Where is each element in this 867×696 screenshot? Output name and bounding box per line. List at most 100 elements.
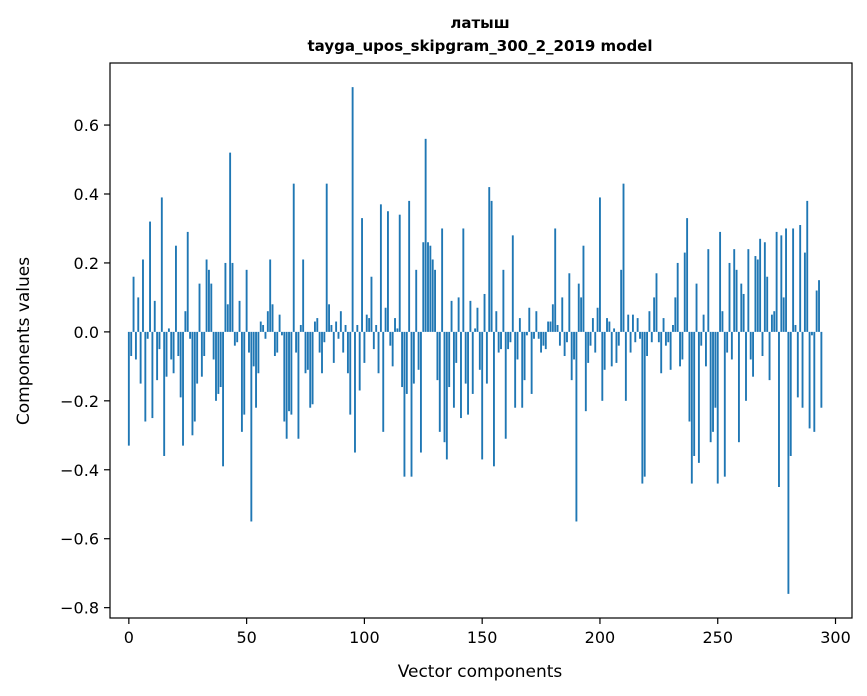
bar-61 — [271, 304, 274, 332]
bar-196 — [589, 331, 592, 346]
bar-59 — [266, 311, 269, 332]
bar-166 — [518, 318, 521, 332]
bar-93 — [346, 331, 349, 374]
bar-233 — [676, 262, 679, 332]
bar-139 — [455, 331, 458, 363]
bar-111 — [389, 331, 392, 346]
bar-22 — [179, 331, 182, 398]
chart-title: латыш — [450, 14, 509, 32]
bar-235 — [681, 331, 684, 360]
bar-135 — [445, 331, 448, 460]
bar-275 — [775, 231, 778, 332]
bar-181 — [554, 228, 557, 332]
bar-19 — [172, 331, 175, 374]
bar-246 — [707, 249, 710, 332]
bar-214 — [631, 314, 634, 332]
bar-118 — [405, 331, 408, 394]
bar-123 — [417, 331, 420, 370]
bar-151 — [483, 293, 486, 332]
bar-266 — [754, 256, 757, 332]
bar-20 — [175, 245, 177, 332]
bar-278 — [782, 297, 785, 332]
bar-16 — [165, 331, 168, 377]
bar-50 — [245, 269, 248, 332]
bar-173 — [535, 311, 538, 332]
bar-229 — [667, 331, 670, 343]
bar-127 — [427, 242, 429, 332]
bar-292 — [815, 290, 818, 332]
bar-74 — [302, 259, 305, 332]
y-tick-label: 0.0 — [74, 323, 99, 342]
bar-293 — [818, 280, 820, 332]
bar-125 — [422, 242, 425, 332]
bar-121 — [412, 331, 415, 384]
bar-206 — [613, 328, 616, 332]
y-tick-label: 0.2 — [74, 254, 99, 273]
bar-261 — [742, 293, 745, 332]
bar-2 — [132, 276, 135, 332]
bar-1 — [130, 331, 133, 357]
y-tick-label: 0.6 — [74, 116, 99, 135]
bar-8 — [146, 331, 149, 339]
bar-77 — [309, 331, 312, 408]
bar-186 — [566, 331, 568, 343]
bar-260 — [740, 283, 743, 332]
bar-80 — [316, 318, 319, 332]
bar-119 — [408, 200, 411, 332]
bar-122 — [415, 269, 418, 332]
bar-92 — [344, 324, 347, 332]
bar-217 — [639, 331, 641, 339]
bar-114 — [396, 328, 399, 332]
bar-221 — [648, 311, 651, 332]
bar-251 — [719, 231, 722, 332]
bar-176 — [542, 331, 545, 346]
bar-264 — [749, 331, 752, 360]
bar-88 — [335, 321, 338, 332]
bar-274 — [773, 311, 776, 332]
bar-131 — [436, 331, 439, 381]
bar-21 — [177, 331, 180, 357]
bar-236 — [683, 252, 686, 332]
bar-267 — [756, 259, 759, 332]
bar-258 — [735, 269, 738, 332]
bar-98 — [358, 331, 361, 391]
bar-180 — [551, 304, 554, 332]
bar-161 — [507, 331, 510, 350]
bar-262 — [745, 331, 747, 401]
bar-38 — [217, 331, 220, 394]
bar-146 — [471, 331, 474, 394]
bar-63 — [276, 331, 279, 353]
bar-220 — [646, 331, 648, 357]
bar-66 — [283, 331, 286, 422]
bar-188 — [570, 331, 573, 381]
bar-281 — [789, 331, 792, 456]
bar-6 — [142, 259, 144, 332]
bar-27 — [191, 331, 194, 436]
bar-126 — [424, 138, 427, 332]
bar-62 — [273, 331, 276, 357]
y-tick-label: −0.2 — [60, 392, 99, 411]
x-axis: 0 50 100 150 200 250 300 — [124, 618, 851, 647]
bar-231 — [672, 324, 674, 332]
bar-195 — [587, 331, 590, 363]
bar-44 — [231, 262, 234, 332]
bar-160 — [504, 331, 507, 439]
bar-129 — [431, 259, 434, 332]
bar-9 — [149, 221, 151, 332]
bar-138 — [452, 331, 455, 408]
bar-177 — [544, 331, 547, 350]
bar-204 — [608, 321, 611, 332]
bar-153 — [488, 187, 491, 332]
bar-208 — [617, 331, 620, 346]
bar-170 — [528, 307, 531, 332]
bar-112 — [391, 331, 394, 367]
bar-102 — [368, 318, 371, 332]
bar-136 — [448, 331, 451, 388]
bar-269 — [761, 331, 764, 357]
bar-239 — [690, 331, 693, 484]
bar-67 — [285, 331, 288, 439]
bar-156 — [495, 311, 498, 332]
bar-4 — [137, 297, 140, 332]
bar-168 — [523, 331, 526, 381]
